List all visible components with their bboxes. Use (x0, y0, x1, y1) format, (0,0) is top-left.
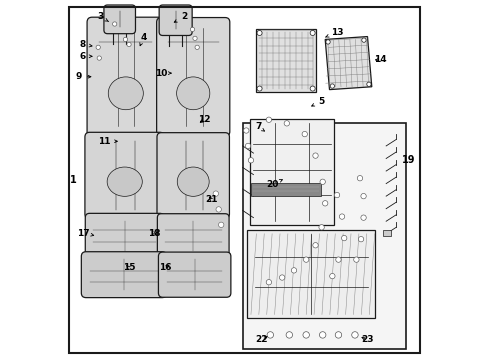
Circle shape (303, 257, 308, 262)
Circle shape (218, 222, 224, 228)
Circle shape (341, 235, 346, 241)
Circle shape (360, 215, 366, 220)
Circle shape (284, 121, 289, 126)
Circle shape (265, 279, 271, 285)
Bar (242, 123, 405, 348)
Text: 21: 21 (205, 195, 217, 204)
Circle shape (303, 332, 309, 338)
Text: 23: 23 (360, 335, 373, 344)
Text: 17: 17 (78, 229, 94, 238)
Text: 22: 22 (255, 335, 267, 344)
Text: 9: 9 (76, 72, 91, 81)
FancyBboxPatch shape (81, 252, 166, 298)
Bar (247, 230, 374, 318)
Circle shape (126, 42, 131, 46)
FancyBboxPatch shape (158, 252, 230, 297)
Circle shape (96, 45, 100, 49)
Circle shape (353, 257, 358, 262)
Circle shape (325, 40, 329, 44)
Circle shape (309, 31, 314, 36)
Circle shape (339, 214, 344, 219)
Circle shape (213, 191, 218, 196)
Circle shape (358, 237, 363, 242)
Text: 16: 16 (158, 264, 171, 273)
FancyBboxPatch shape (159, 5, 192, 36)
Bar (250, 183, 320, 196)
Circle shape (351, 332, 357, 338)
Circle shape (216, 207, 221, 212)
Ellipse shape (108, 77, 143, 110)
Circle shape (335, 257, 341, 262)
Circle shape (322, 201, 327, 206)
Text: 11: 11 (98, 137, 117, 146)
Ellipse shape (107, 167, 142, 196)
Circle shape (302, 131, 307, 137)
Text: 4: 4 (140, 33, 146, 46)
Text: 5: 5 (311, 96, 324, 106)
FancyBboxPatch shape (157, 214, 228, 257)
Bar (255, 30, 316, 92)
Circle shape (192, 36, 197, 41)
Circle shape (319, 179, 325, 184)
Polygon shape (325, 37, 371, 90)
Circle shape (97, 56, 101, 60)
Circle shape (245, 143, 250, 149)
Circle shape (285, 332, 292, 338)
Circle shape (291, 268, 296, 273)
Circle shape (123, 37, 127, 41)
Text: 12: 12 (198, 115, 210, 124)
Text: 2: 2 (174, 12, 187, 22)
Text: 19: 19 (401, 155, 415, 165)
FancyBboxPatch shape (85, 213, 164, 258)
Text: 15: 15 (122, 264, 135, 273)
FancyBboxPatch shape (104, 5, 135, 34)
Circle shape (357, 176, 362, 181)
Text: 3: 3 (97, 12, 108, 22)
Text: 18: 18 (147, 229, 160, 238)
Text: 10: 10 (155, 69, 171, 78)
Circle shape (319, 332, 325, 338)
Circle shape (318, 225, 324, 230)
Circle shape (190, 27, 194, 32)
Circle shape (309, 86, 314, 91)
Text: 7: 7 (254, 122, 264, 131)
Circle shape (312, 243, 318, 248)
Bar (249, 119, 333, 225)
Circle shape (279, 275, 285, 280)
Text: 20: 20 (266, 180, 282, 189)
Circle shape (195, 45, 199, 49)
Text: 6: 6 (79, 52, 92, 61)
Circle shape (266, 332, 273, 338)
Text: 8: 8 (79, 40, 92, 49)
Ellipse shape (177, 167, 209, 196)
Text: 14: 14 (373, 55, 386, 64)
Bar (383, 230, 390, 235)
FancyBboxPatch shape (87, 17, 164, 136)
Circle shape (265, 117, 271, 122)
Circle shape (312, 153, 318, 158)
Circle shape (257, 31, 262, 36)
Text: 13: 13 (325, 28, 343, 37)
FancyBboxPatch shape (156, 18, 229, 136)
Circle shape (361, 38, 366, 42)
Circle shape (366, 82, 370, 86)
FancyBboxPatch shape (157, 133, 229, 219)
FancyBboxPatch shape (85, 132, 164, 219)
Circle shape (243, 128, 248, 133)
Text: 1: 1 (70, 175, 76, 185)
Circle shape (112, 22, 117, 26)
Circle shape (334, 192, 339, 198)
Circle shape (360, 193, 366, 199)
Circle shape (329, 273, 334, 279)
Ellipse shape (176, 77, 209, 110)
Circle shape (248, 158, 253, 163)
Circle shape (335, 332, 341, 338)
Circle shape (257, 86, 262, 91)
Circle shape (329, 84, 334, 88)
